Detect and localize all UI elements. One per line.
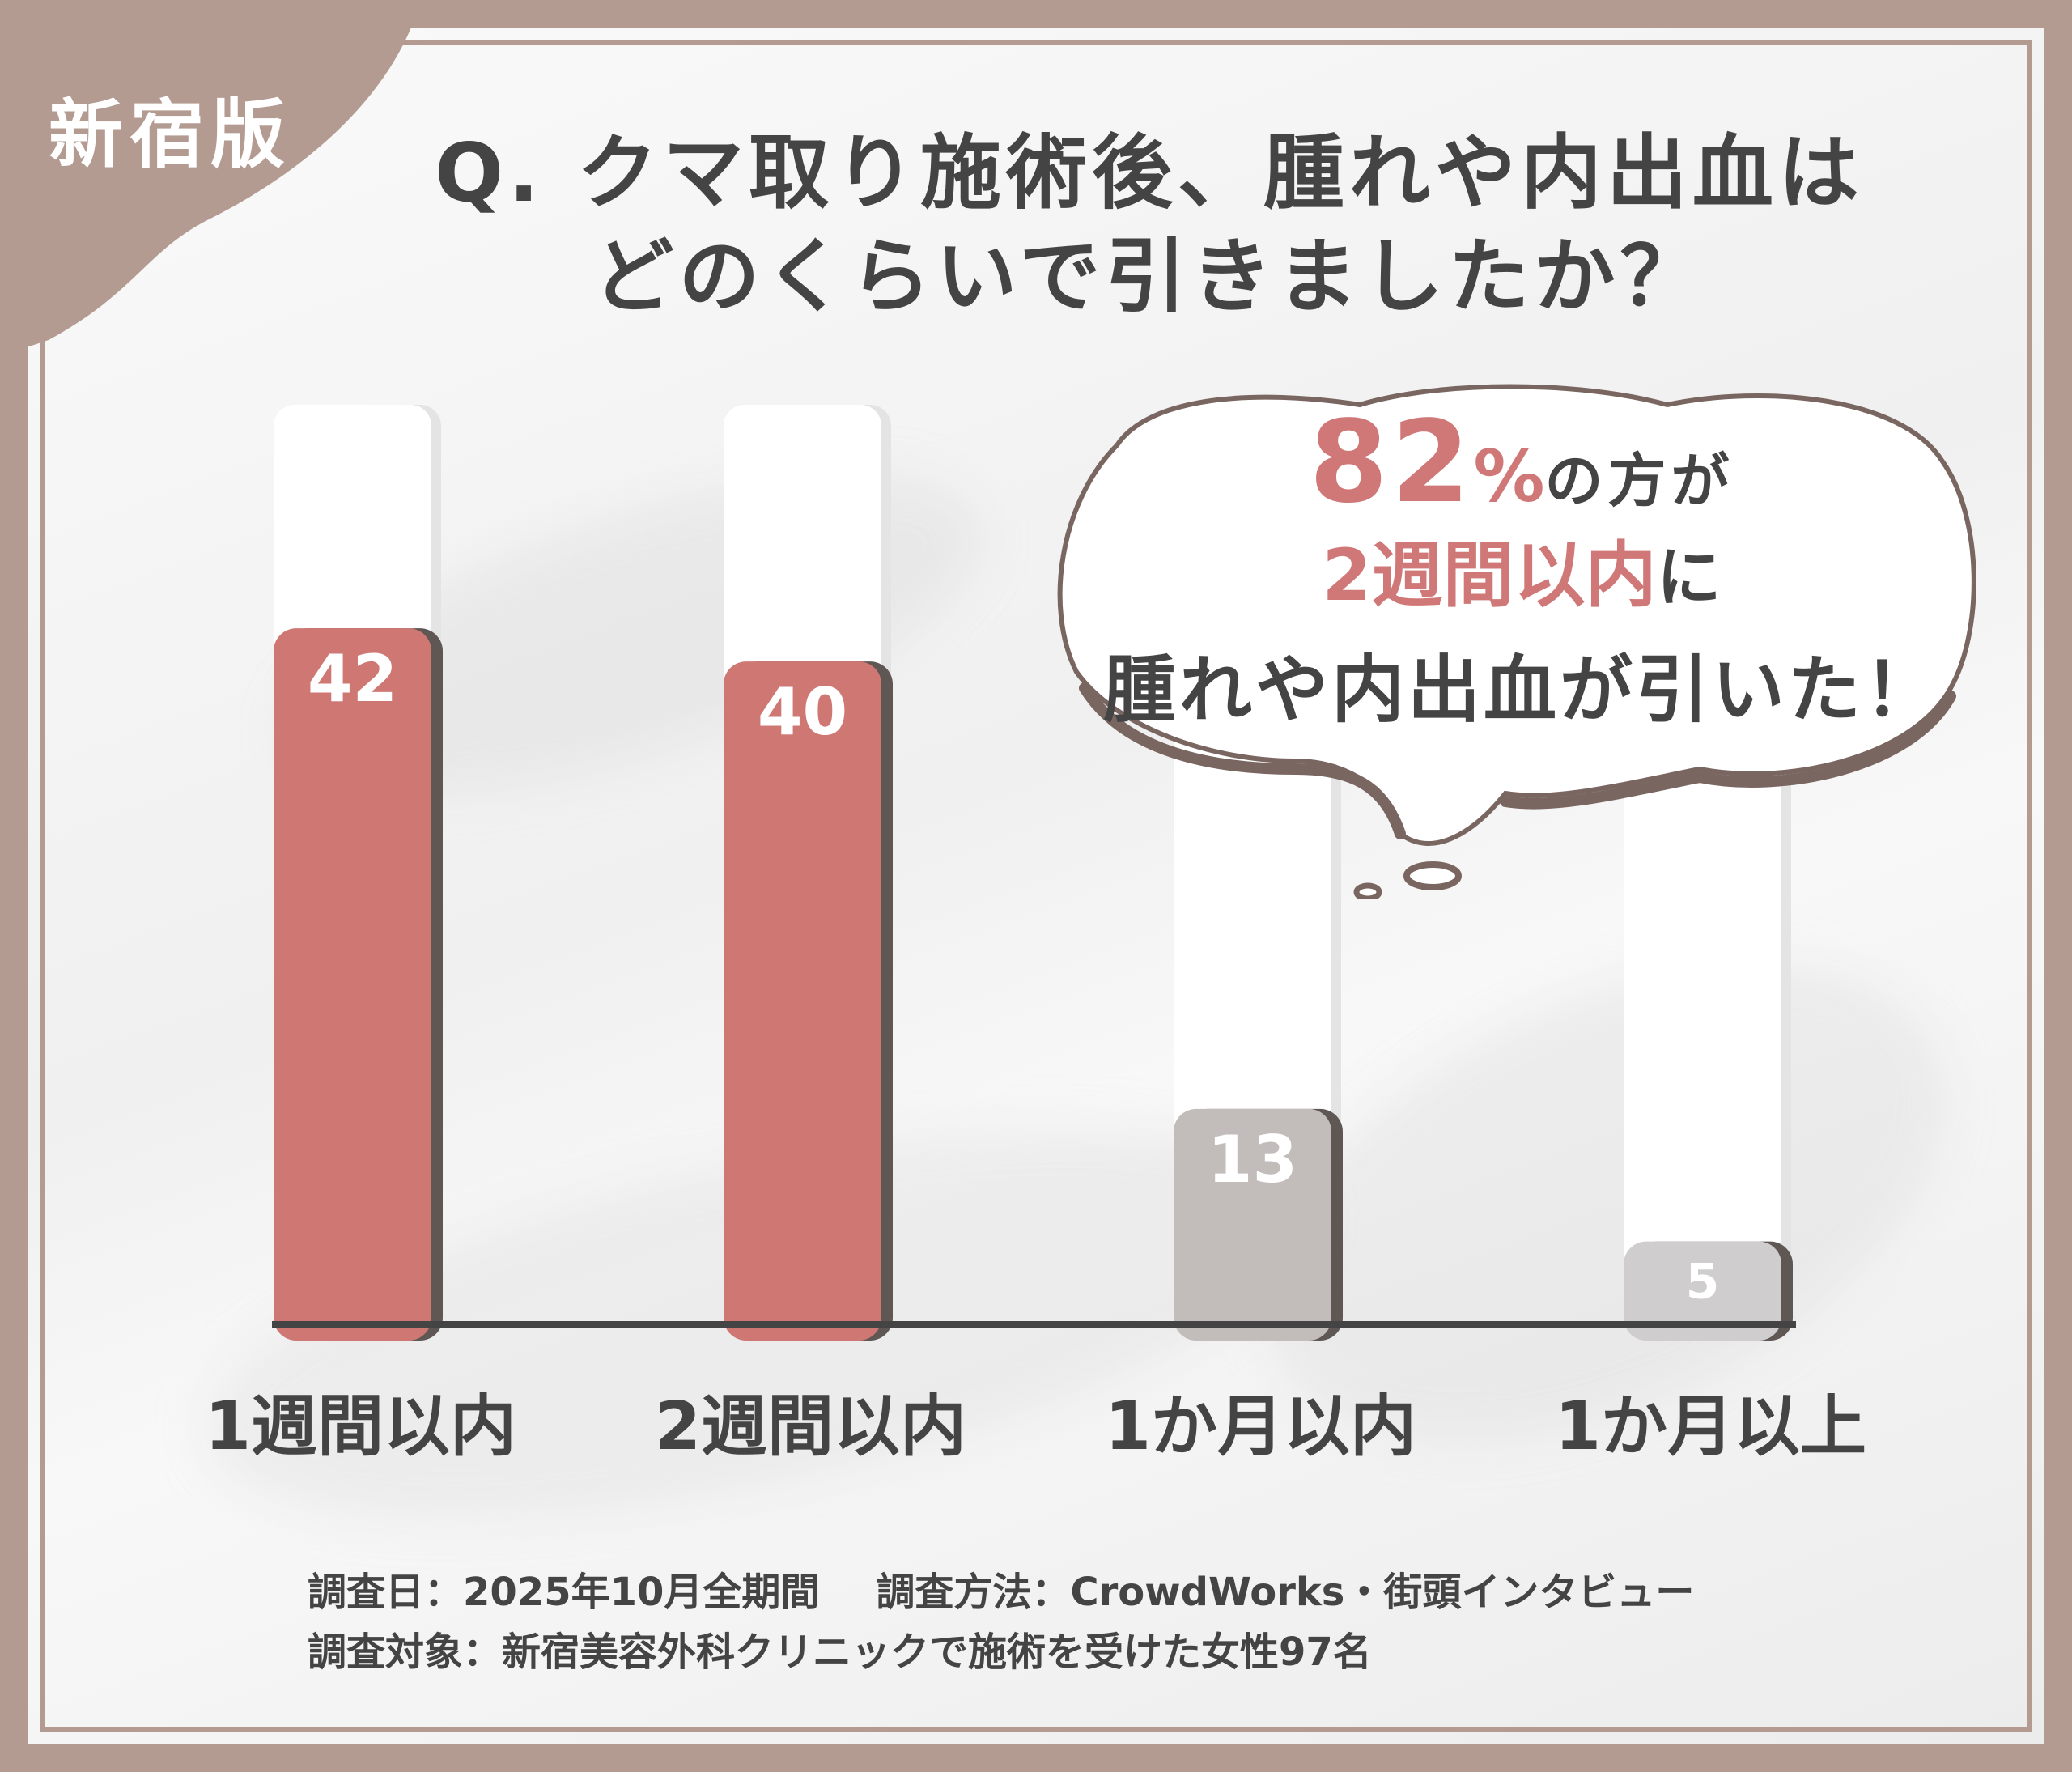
callout-percent-value: 82 xyxy=(1309,397,1474,529)
bar-value-label: 40 xyxy=(758,674,847,750)
callout-line-1-rest: の方が xyxy=(1544,447,1734,515)
x-tick-label: 2週間以内 xyxy=(655,1388,966,1465)
bar-value-label: 5 xyxy=(1686,1254,1720,1311)
x-tick-label: 1か月以内 xyxy=(1105,1388,1416,1465)
callout-highlight: 2週間以内 xyxy=(1322,533,1657,617)
callout-line-3: 腫れや内出血が引いた！ xyxy=(1103,648,1940,733)
x-tick-label: 1週間以内 xyxy=(205,1388,516,1465)
title-line-1: Q. クマ取り施術後、腫れや内出血は xyxy=(435,125,1864,220)
callout-bubble xyxy=(1057,384,1976,899)
survey-date: 調査日：2025年10月全期間 xyxy=(308,1570,820,1615)
bar-value-label: 13 xyxy=(1208,1122,1297,1197)
region-badge-label: 新宿版 xyxy=(49,91,292,178)
survey-method: 調査方法：CrowdWorks・街頭インタビュー xyxy=(876,1570,1695,1615)
callout-line-2: 2週間以内に xyxy=(1068,518,1975,621)
callout-percent-sign: % xyxy=(1473,435,1545,518)
bar-3 xyxy=(1174,1108,1331,1341)
footer-line-1: 調査日：2025年10月全期間 調査方法：CrowdWorks・街頭インタビュー xyxy=(308,1562,1694,1622)
bar-4 xyxy=(1624,1241,1781,1341)
bar-value-label: 42 xyxy=(308,641,397,716)
bar-2 xyxy=(724,661,881,1341)
bar-1 xyxy=(274,628,431,1341)
chart-title: Q. クマ取り施術後、腫れや内出血は どのくらいで引きましたか？ xyxy=(421,121,1878,329)
title-line-2: どのくらいで引きましたか？ xyxy=(592,229,1706,324)
callout-line-2-rest: に xyxy=(1656,540,1722,615)
x-tick-label: 1か月以上 xyxy=(1555,1388,1866,1465)
corner-badge xyxy=(0,0,421,356)
callout-line-1: 82%の方が xyxy=(1068,397,1975,529)
survey-footer: 調査日：2025年10月全期間 調査方法：CrowdWorks・街頭インタビュー … xyxy=(308,1562,1694,1682)
survey-target: 調査対象：新宿美容外科クリニックで施術を受けた女性97名 xyxy=(308,1630,1372,1675)
callout-text: 82%の方が 2週間以内に 腫れや内出血が引いた！ xyxy=(1068,397,1975,736)
